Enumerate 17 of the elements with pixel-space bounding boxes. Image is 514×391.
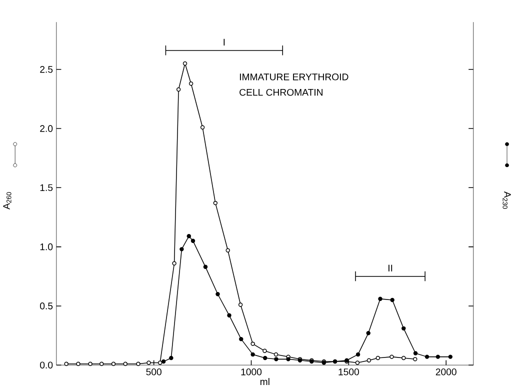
y-tick-label: 0.0 bbox=[40, 362, 53, 368]
annotation: CELL CHROMATIN bbox=[240, 88, 322, 96]
y-axis-title: A$_{260}$ bbox=[3, 192, 12, 210]
y-tick-label: 1.5 bbox=[40, 184, 53, 192]
x-tick-label: 1500 bbox=[338, 368, 359, 376]
y-tick-label: 2.5 bbox=[40, 66, 53, 73]
x-axis-title: ml bbox=[260, 378, 270, 385]
y2-axis-title: A$_{230}$ bbox=[502, 191, 511, 209]
y-tick-label: 1.0 bbox=[40, 243, 53, 250]
y-tick-label: 0.5 bbox=[40, 302, 53, 310]
x-tick-label: 1000 bbox=[241, 368, 262, 376]
annotation: IMMATURE ERYTHROID bbox=[240, 73, 348, 80]
annotation: I bbox=[224, 38, 225, 46]
y-tick-label: 2.0 bbox=[40, 125, 53, 132]
x-tick-label: 500 bbox=[146, 368, 162, 376]
annotation: II bbox=[388, 264, 392, 272]
x-tick-label: 2000 bbox=[436, 368, 456, 376]
